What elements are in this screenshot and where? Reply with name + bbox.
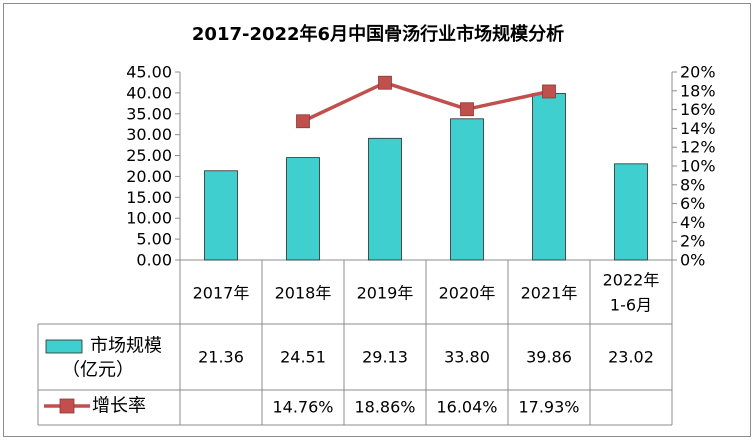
left-axis-tick-label: 40.00 bbox=[126, 83, 172, 102]
table-cell-market-size: 24.51 bbox=[280, 348, 326, 367]
table-cell-growth-rate: 17.93% bbox=[518, 398, 579, 417]
left-axis-tick-label: 25.00 bbox=[126, 146, 172, 165]
legend-label-market-size-unit: （亿元） bbox=[62, 360, 134, 381]
chart-title: 2017-2022年6月中国骨汤行业市场规模分析 bbox=[191, 24, 565, 45]
right-axis-tick-label: 12% bbox=[680, 138, 716, 157]
growth-rate-marker bbox=[296, 114, 310, 129]
right-axis-tick-label: 16% bbox=[680, 100, 716, 119]
left-axis-tick-label: 0.00 bbox=[136, 251, 172, 270]
right-axis-tick-label: 10% bbox=[680, 157, 716, 176]
category-label: 2022年 bbox=[603, 271, 660, 290]
right-axis-tick-label: 2% bbox=[680, 232, 705, 251]
growth-rate-marker bbox=[542, 84, 556, 99]
legend-label-growth-rate: 增长率 bbox=[92, 396, 146, 417]
left-axis-tick-label: 35.00 bbox=[126, 104, 172, 123]
category-label: 2017年 bbox=[193, 284, 250, 303]
right-axis-tick-label: 8% bbox=[680, 175, 705, 194]
legend-label-market-size: 市场规模 bbox=[90, 336, 162, 357]
left-axis-tick-label: 10.00 bbox=[126, 209, 172, 228]
growth-rate-marker bbox=[378, 75, 392, 90]
table-cell-growth-rate: 16.04% bbox=[436, 398, 497, 417]
right-axis-tick-label: 6% bbox=[680, 194, 705, 213]
category-label: 2018年 bbox=[275, 284, 332, 303]
growth-rate-marker bbox=[460, 102, 474, 117]
category-label: 2020年 bbox=[439, 284, 496, 303]
left-axis-tick-label: 15.00 bbox=[126, 188, 172, 207]
bar bbox=[532, 93, 566, 261]
legend-key-growth-rate-marker bbox=[59, 398, 75, 414]
bar bbox=[614, 163, 648, 261]
left-axis-tick-label: 20.00 bbox=[126, 167, 172, 186]
table-cell-growth-rate: 18.86% bbox=[354, 398, 415, 417]
legend-key-market-size bbox=[45, 339, 83, 354]
right-axis-tick-label: 20% bbox=[680, 63, 716, 82]
category-label: 1-6月 bbox=[610, 296, 652, 315]
table-cell-market-size: 39.86 bbox=[526, 348, 572, 367]
bar bbox=[450, 118, 484, 261]
left-axis-tick-label: 45.00 bbox=[126, 63, 172, 82]
left-axis-tick-label: 5.00 bbox=[136, 230, 172, 249]
bar bbox=[368, 137, 402, 261]
right-axis-tick-label: 14% bbox=[680, 119, 716, 138]
table-cell-market-size: 29.13 bbox=[362, 348, 408, 367]
left-axis-tick-label: 30.00 bbox=[126, 125, 172, 144]
category-label: 2021年 bbox=[521, 284, 578, 303]
table-cell-growth-rate: 14.76% bbox=[272, 398, 333, 417]
right-axis-tick-label: 18% bbox=[680, 81, 716, 100]
table-cell-market-size: 21.36 bbox=[198, 348, 244, 367]
growth-rate-line bbox=[302, 80, 550, 123]
table-cell-market-size: 33.80 bbox=[444, 348, 490, 367]
right-axis-tick-label: 4% bbox=[680, 213, 705, 232]
bar bbox=[204, 170, 238, 261]
table-cell-market-size: 23.02 bbox=[608, 348, 654, 367]
right-axis-tick-label: 0% bbox=[680, 251, 705, 270]
chart-frame bbox=[3, 3, 751, 437]
bar bbox=[286, 157, 320, 261]
category-label: 2019年 bbox=[357, 284, 414, 303]
